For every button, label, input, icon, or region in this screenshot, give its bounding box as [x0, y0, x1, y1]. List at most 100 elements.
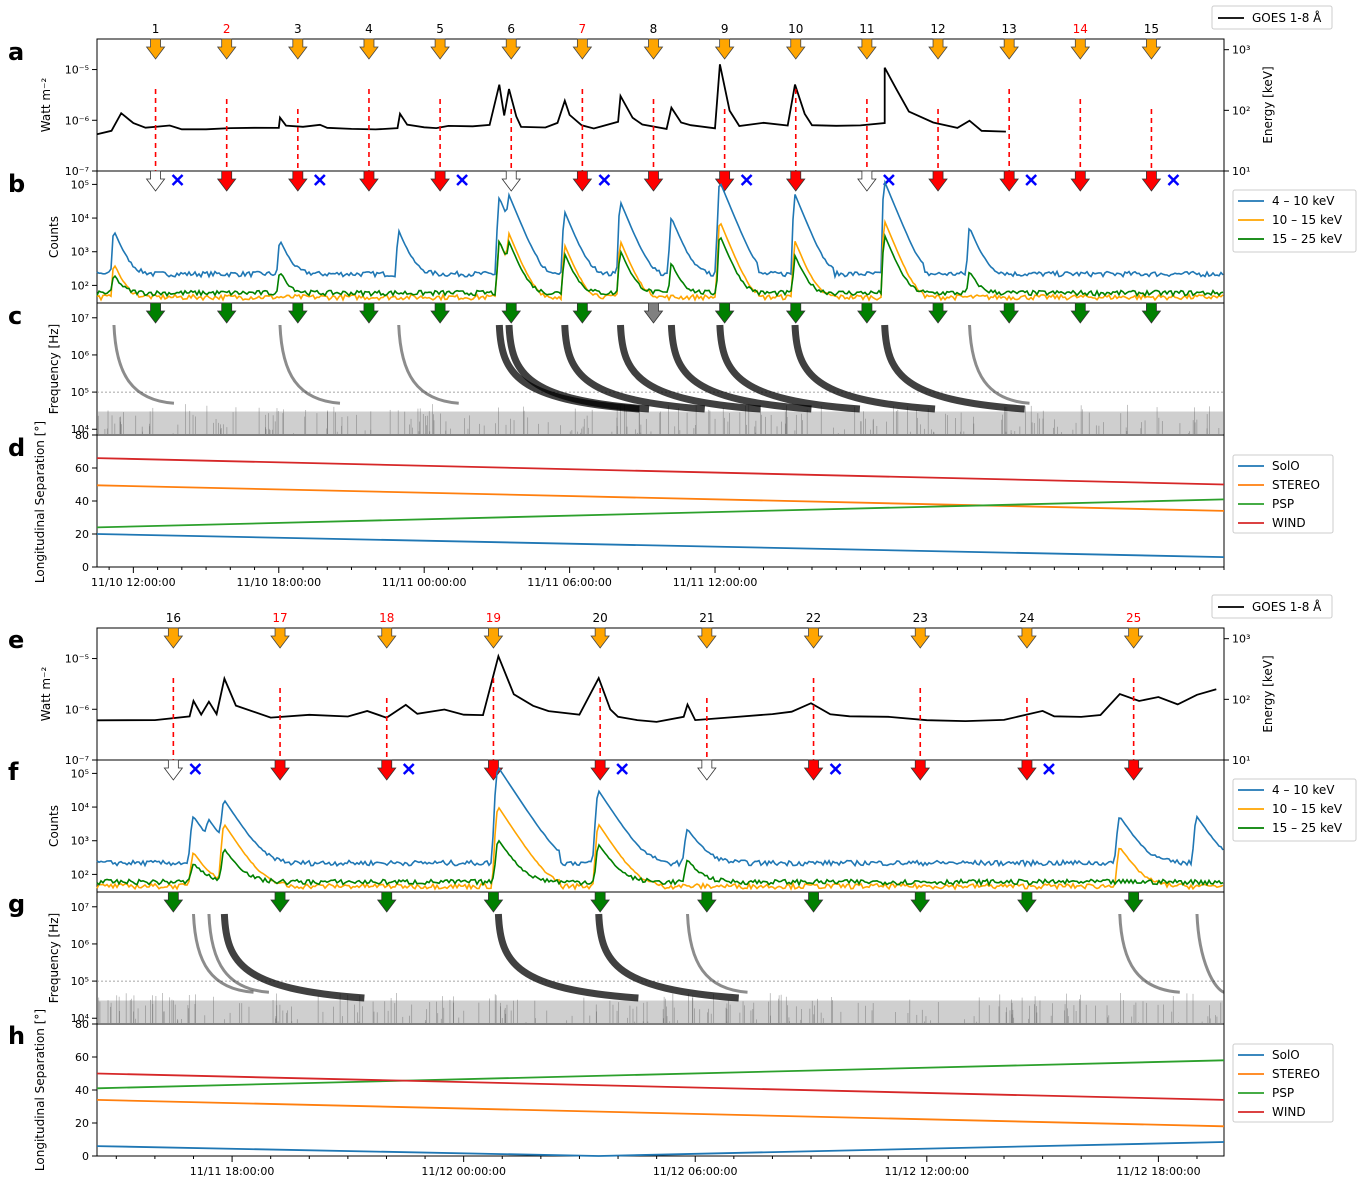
event-number-23: 23: [913, 611, 928, 625]
goes-arrow-6: [501, 38, 522, 60]
radio-burst: [686, 913, 748, 994]
radio-arrow-15: [1141, 302, 1162, 324]
stix-arrow-10: [785, 170, 806, 192]
goes-arrow-7: [572, 38, 593, 60]
xtick-label-h: 11/12 18:00:00: [1116, 1165, 1201, 1178]
radio-burst: [112, 324, 175, 405]
xtick-label-h: 11/12 06:00:00: [653, 1165, 738, 1178]
stix-arrow-11: [857, 170, 877, 192]
blue-cross: [829, 763, 842, 775]
ylabel-f: Counts: [47, 805, 61, 847]
goes-arrow-18: [376, 627, 397, 649]
event-number-6: 6: [507, 22, 515, 36]
blue-cross: [740, 174, 753, 186]
ytick-label-g: 10⁶: [71, 938, 90, 951]
sep-legend-stereo: STEREO: [1272, 1067, 1320, 1081]
event-number-9: 9: [721, 22, 729, 36]
radio-arrow-22: [803, 891, 824, 913]
panel-letter-c: c: [8, 302, 22, 330]
radio-arrow-2: [216, 302, 237, 324]
ytick-label-b: 10³: [71, 246, 89, 259]
radio-arrow-6: [501, 302, 522, 324]
xtick-label-d: 11/10 12:00:00: [91, 576, 176, 589]
radio-arrow-24: [1017, 891, 1037, 913]
xtick-label-d: 11/11 12:00:00: [673, 576, 758, 589]
goes-arrow-25: [1123, 627, 1144, 649]
stix-arrow-12: [928, 170, 948, 192]
ytick-label-g: 10⁵: [71, 975, 89, 988]
event-number-20: 20: [593, 611, 608, 625]
goes-arrow-4: [359, 38, 379, 60]
stix-arrow-21: [697, 759, 717, 781]
ytick-label-c: 10⁶: [71, 349, 90, 362]
stix-arrow-15: [1141, 170, 1162, 192]
axes-frame-e3: [96, 1023, 1225, 1157]
radio-background: [98, 1000, 1223, 1023]
radio-arrow-11: [857, 302, 877, 324]
stix-arrow-22: [803, 759, 824, 781]
stix-arrow-14: [1070, 170, 1091, 192]
ytick-label-h: 40: [75, 1084, 89, 1097]
event-number-16: 16: [166, 611, 181, 625]
radio-arrow-10: [785, 302, 806, 324]
stix-arrow-8: [643, 170, 664, 192]
radio-burst: [968, 324, 1030, 405]
radio-arrow-14: [1070, 302, 1091, 324]
goes-arrow-20: [590, 627, 610, 649]
event-number-4: 4: [365, 22, 373, 36]
radio-arrow-16: [163, 891, 184, 913]
right-ytick-label-a: 10³: [1232, 44, 1250, 57]
ytick-label-h: 60: [75, 1051, 89, 1064]
axes-frame-a0: [96, 38, 1225, 172]
radio-arrow-21: [697, 891, 717, 913]
ylabel-a: Watt m⁻²: [39, 78, 53, 133]
stix-line-b-2: [96, 233, 1224, 298]
panel-letter-f: f: [8, 758, 19, 786]
xtick-label-d: 11/11 00:00:00: [382, 576, 467, 589]
radio-arrow-12: [928, 302, 948, 324]
radio-burst: [881, 324, 1025, 413]
stix-arrow-3: [288, 170, 308, 192]
sep-line-stereo: [96, 484, 1225, 512]
radio-burst: [191, 913, 254, 994]
event-number-17: 17: [272, 611, 287, 625]
goes-arrow-14: [1070, 38, 1091, 60]
ytick-label-f: 10²: [71, 868, 89, 881]
stix-line-f-2: [96, 839, 1224, 887]
stix-arrow-1: [145, 170, 166, 192]
stix-line-b-1: [96, 218, 1224, 302]
event-number-5: 5: [436, 22, 444, 36]
stix-legend-1: 4 – 10 keV: [1272, 783, 1335, 797]
goes-arrow-15: [1141, 38, 1162, 60]
stix-legend-3: 15 – 25 keV: [1272, 232, 1343, 246]
blue-cross: [171, 174, 184, 186]
goes-arrow-5: [430, 38, 450, 60]
blue-cross: [1025, 174, 1038, 186]
right-ytick-label-e: 10³: [1232, 633, 1250, 646]
stix-arrow-20: [590, 759, 610, 781]
blue-cross: [598, 174, 611, 186]
event-number-10: 10: [788, 22, 803, 36]
ytick-label-f: 10⁴: [71, 801, 90, 814]
goes-arrow-1: [145, 38, 166, 60]
xtick-label-h: 11/11 18:00:00: [190, 1165, 275, 1178]
right-ytick-label-a: 10²: [1232, 104, 1250, 117]
stix-legend-2: 10 – 15 keV: [1272, 802, 1343, 816]
ytick-label-a: 10⁻⁶: [65, 114, 90, 127]
sep-line-stereo: [96, 1099, 1225, 1128]
event-number-3: 3: [294, 22, 302, 36]
goes-legend-label: GOES 1-8 Å: [1252, 10, 1322, 25]
goes-arrow-12: [928, 38, 948, 60]
ytick-label-b: 10⁴: [71, 212, 90, 225]
panel-letter-e: e: [8, 626, 24, 654]
radio-burst: [595, 913, 739, 1002]
panel-letter-b: b: [8, 170, 25, 198]
panel-letter-g: g: [8, 890, 25, 918]
radio-burst: [617, 324, 761, 413]
ytick-label-b: 10⁵: [71, 178, 89, 191]
radio-arrow-9: [714, 302, 735, 324]
stix-arrow-18: [376, 759, 397, 781]
event-number-1: 1: [152, 22, 160, 36]
ylabel-d: Longitudinal Separation [°]: [33, 421, 47, 583]
stix-line-f-1: [96, 806, 1224, 891]
